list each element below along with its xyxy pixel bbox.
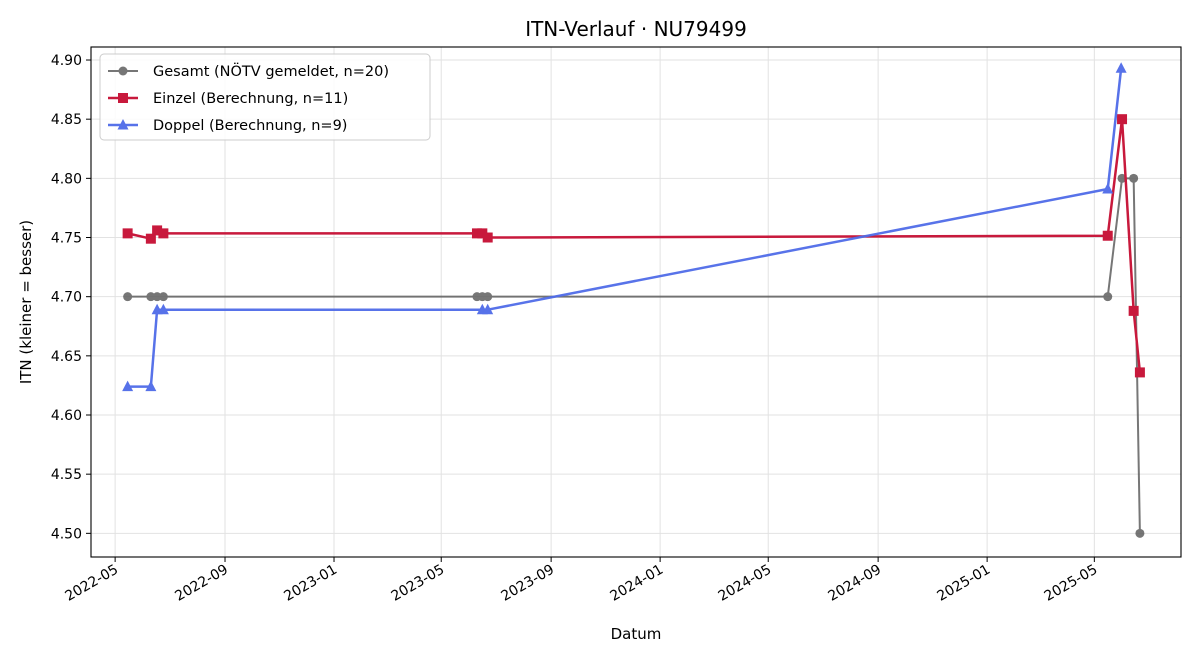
y-tick-label: 4.85 <box>51 112 82 128</box>
y-tick-label: 4.55 <box>51 467 82 483</box>
data-point-einzel <box>1102 230 1113 241</box>
x-tick-label: 2023-05 <box>389 562 448 605</box>
x-axis: 2022-05 2022-09 2023-01 2023-05 2023-09 2024-… <box>62 557 1100 605</box>
y-axis: 4.50 4.55 4.60 4.65 4.70 4.75 4.80 4.85 4.90 <box>51 53 91 542</box>
legend-box <box>99 53 431 141</box>
data-point-doppel <box>122 380 134 392</box>
data-point-gesamt <box>152 292 162 302</box>
x-tick-label: 2022-05 <box>62 562 121 605</box>
series-einzel <box>122 114 1145 378</box>
data-point-einzel <box>1128 305 1139 316</box>
data-point-einzel <box>471 228 482 239</box>
series-doppel <box>122 62 1127 392</box>
data-point-einzel <box>152 225 163 236</box>
y-tick-label: 4.50 <box>51 526 82 542</box>
legend-swatch-marker <box>118 93 128 103</box>
data-point-gesamt <box>483 292 493 302</box>
data-point-doppel <box>482 303 494 315</box>
grid <box>91 47 1181 557</box>
data-point-gesamt <box>1129 173 1139 183</box>
x-tick-label: 2025-05 <box>1042 562 1101 605</box>
legend-swatch-marker <box>118 66 128 76</box>
x-tick-label: 2024-05 <box>716 562 775 605</box>
data-point-einzel <box>477 228 488 239</box>
data-point-doppel <box>145 380 157 392</box>
data-point-einzel <box>482 232 493 243</box>
data-point-einzel <box>145 233 156 244</box>
data-point-gesamt <box>123 292 133 302</box>
x-tick-label: 2022-09 <box>172 562 231 605</box>
data-point-einzel <box>1117 114 1128 125</box>
x-tick-label: 2023-09 <box>498 562 557 605</box>
series-line-einzel <box>127 117 1142 373</box>
legend-item-gesamt <box>108 66 138 76</box>
series-line-doppel <box>127 68 1123 388</box>
x-axis-title: Datum <box>611 625 662 643</box>
data-point-einzel <box>158 228 169 239</box>
data-point-doppel <box>1115 62 1127 73</box>
legend-label: Einzel (Berechnung, n=11) <box>153 91 348 107</box>
x-tick-label: 2025-01 <box>934 562 993 605</box>
data-point-einzel <box>1134 367 1145 378</box>
legend-label: Doppel (Berechnung, n=9) <box>153 118 347 134</box>
legend-label: Gesamt (NÖTV gemeldet, n=20) <box>153 62 389 80</box>
y-tick-label: 4.65 <box>51 349 82 365</box>
data-point-gesamt <box>1135 528 1145 538</box>
data-point-doppel <box>157 303 169 315</box>
legend-swatch-marker <box>117 119 129 130</box>
series-layer <box>122 62 1145 538</box>
legend-item-doppel <box>108 119 138 130</box>
data-point-doppel <box>1102 182 1114 194</box>
data-point-gesamt <box>158 292 168 302</box>
x-tick-label: 2023-01 <box>281 562 340 605</box>
x-tick-label: 2024-09 <box>825 562 884 605</box>
y-axis-title: ITN (kleiner = besser) <box>17 220 35 384</box>
plot-frame <box>90 46 1182 558</box>
y-tick-label: 4.60 <box>51 408 82 424</box>
y-tick-label: 4.75 <box>51 231 82 247</box>
y-tick-label: 4.90 <box>51 53 82 69</box>
data-point-gesamt <box>146 292 156 302</box>
data-point-einzel <box>122 228 133 239</box>
data-point-gesamt <box>1103 292 1113 302</box>
legend-item-einzel <box>108 93 138 103</box>
y-tick-label: 4.80 <box>51 171 82 187</box>
chart-title: ITN-Verlauf · NU79499 <box>525 17 747 41</box>
x-tick-label: 2024-01 <box>607 562 666 605</box>
legend: Gesamt (NÖTV gemeldet, n=20) Einzel (Bere… <box>99 53 431 141</box>
y-tick-label: 4.70 <box>51 290 82 306</box>
